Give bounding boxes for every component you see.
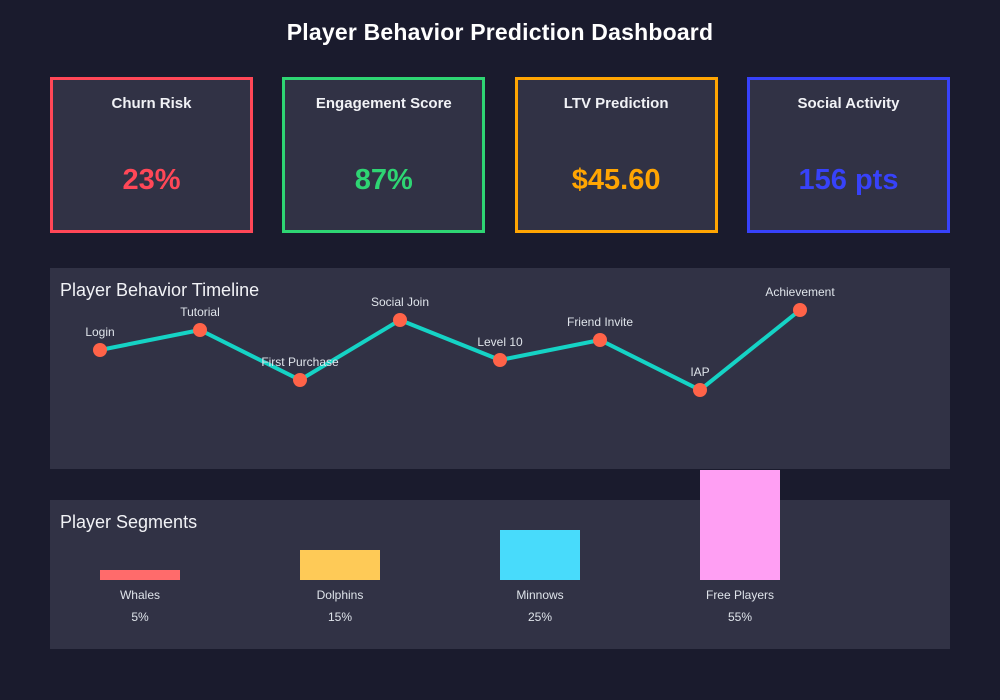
stat-card-churn-risk: Churn Risk 23% [50,77,253,233]
segment-name: Minnows [516,588,564,602]
timeline-line-chart: Login Tutorial First Purchase Social Join Le… [85,285,835,397]
segment-percent: 55% [727,610,753,624]
timeline-point [593,333,607,347]
stat-card-title: Social Activity [797,95,900,112]
timeline-point-label: Login [85,325,114,339]
timeline-point [93,343,107,357]
segment-percent: 5% [131,610,149,624]
stat-card-title: LTV Prediction [563,95,669,112]
segment-label: Minnows 25% [480,588,600,624]
segment-label: Dolphins 15% [280,588,400,624]
timeline-point-label: IAP [690,365,709,379]
timeline-point [193,323,207,337]
timeline-point-label: First Purchase [261,355,339,369]
segment-label: Free Players 55% [680,588,800,624]
stat-card-engagement-score: Engagement Score 87% [282,77,486,233]
timeline-point-label: Achievement [765,285,835,299]
stat-card-ltv-prediction: LTV Prediction $45.60 [514,77,718,233]
segment-label: Whales 5% [80,588,200,624]
timeline-point-label: Friend Invite [567,315,633,329]
segment-bar [700,470,780,580]
timeline-point [493,353,507,367]
stat-cards-row: Churn Risk 23% Engagement Score 87% LTV … [50,77,950,233]
stat-card-social-activity: Social Activity 156 pts [746,77,950,233]
stat-card-value: 156 pts [798,164,899,196]
timeline-point [793,303,807,317]
page-title: Player Behavior Prediction Dashboard [286,19,714,45]
segment-bar [300,550,380,580]
segment-percent: 25% [527,610,553,624]
segment-percent: 15% [327,610,353,624]
timeline-point [693,383,707,397]
segment-name: Dolphins [316,588,364,602]
stat-card-value: 23% [122,164,181,196]
timeline-point-label: Level 10 [477,335,523,349]
dashboard-content: Churn Risk 23% Engagement Score 87% LTV … [50,77,950,649]
timeline-panel: Player Behavior Timeline Login Tutorial Fi… [50,268,950,469]
timeline-point [293,373,307,387]
segments-panel-title: Player Segments [60,512,198,532]
timeline-point [393,313,407,327]
timeline-line [99,308,802,393]
stat-card-title: Engagement Score [315,95,452,112]
timeline-point-label: Tutorial [180,305,220,319]
segments-panel: Player Segments Whales 5% Dolphins 15% Minno… [50,470,950,649]
timeline-panel-title: Player Behavior Timeline [60,280,260,300]
stat-card-value: $45.60 [571,164,661,196]
segment-bar [500,530,580,580]
segment-bar [100,570,180,580]
stat-card-title: Churn Risk [111,95,192,112]
segment-name: Free Players [705,588,775,602]
timeline-point-label: Social Join [371,295,429,309]
segment-name: Whales [119,588,160,602]
stat-card-value: 87% [354,164,413,196]
